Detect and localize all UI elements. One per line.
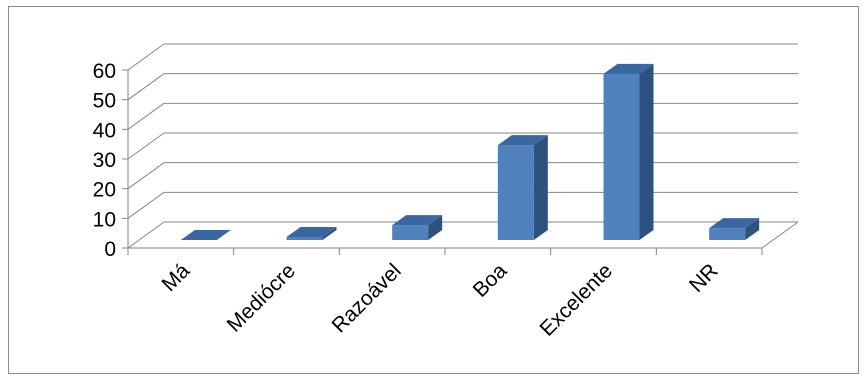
x-axis-tick-labels: Má Mediócre Razoável Boa Excelente NR <box>157 259 722 341</box>
x-tick-label: Má <box>157 259 194 296</box>
y-tick-label: 0 <box>104 238 116 261</box>
bar-Má <box>180 230 231 240</box>
bar-Excelente <box>603 63 654 240</box>
bar-top-Boa <box>497 135 548 146</box>
y-tick-label: 50 <box>93 90 116 113</box>
bar-side-NR <box>745 218 760 240</box>
side-wall-line-60 <box>127 43 165 71</box>
bar-Boa <box>497 135 548 240</box>
axes <box>122 69 799 255</box>
x-tick-label: NR <box>685 259 723 297</box>
bar-Razoável <box>392 215 443 240</box>
floor-right-edge <box>761 221 799 249</box>
bar-top-Mediócre <box>286 227 337 238</box>
bar-top-Má <box>180 230 231 240</box>
side-wall-line-30 <box>127 132 165 160</box>
bar-front-Razoável <box>392 225 429 240</box>
y-tick-label: 10 <box>93 208 116 231</box>
bar-top-Excelente <box>603 63 654 74</box>
bar-top-NR <box>709 218 760 229</box>
bar-side-Mediócre <box>322 227 337 240</box>
y-tick-label: 60 <box>93 60 116 83</box>
x-tick-label: Excelente <box>536 259 617 340</box>
bar-Mediócre <box>286 227 337 240</box>
side-wall-line-40 <box>127 102 165 130</box>
bar-side-Razoável <box>428 215 443 240</box>
bar-front-Boa <box>497 145 534 240</box>
x-tick-label: Boa <box>469 259 512 302</box>
chart-frame <box>8 6 859 374</box>
side-wall-line-10 <box>127 191 165 219</box>
bar-top-Razoável <box>392 215 443 226</box>
bars <box>180 63 760 240</box>
bar-front-NR <box>709 228 746 240</box>
bar-front-Mediócre <box>286 237 323 240</box>
y-axis-tick-labels: 0 10 20 30 40 50 60 <box>93 60 116 261</box>
y-tick-label: 40 <box>93 119 116 142</box>
bar-side-Boa <box>533 135 548 240</box>
side-wall-line-0 <box>127 221 165 249</box>
y-tick-label: 20 <box>93 179 116 202</box>
bar-side-Excelente <box>639 63 654 240</box>
bar-front-Excelente <box>603 73 640 240</box>
side-wall-line-20 <box>127 162 165 190</box>
bar-NR <box>709 218 760 240</box>
gridlines <box>127 43 798 249</box>
x-tick-label: Mediócre <box>223 259 300 336</box>
x-tick-label: Razoável <box>328 259 406 337</box>
y-tick-label: 30 <box>93 149 116 172</box>
side-wall-line-50 <box>127 73 165 101</box>
